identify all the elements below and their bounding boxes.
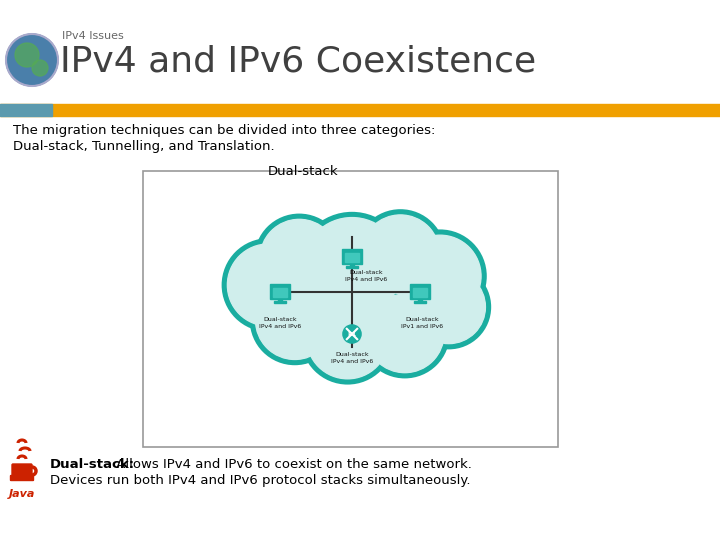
Bar: [279, 299, 282, 302]
FancyBboxPatch shape: [11, 476, 34, 481]
Circle shape: [304, 294, 392, 382]
Text: Dual-stack, Tunnelling, and Translation.: Dual-stack, Tunnelling, and Translation.: [13, 140, 274, 153]
Bar: [410, 284, 431, 299]
Circle shape: [363, 291, 447, 376]
Bar: [413, 288, 427, 297]
Circle shape: [6, 34, 58, 86]
Bar: [0, 0, 720, 110]
FancyBboxPatch shape: [12, 464, 32, 478]
Text: IPv4 and IPv6 Coexistence: IPv4 and IPv6 Coexistence: [60, 44, 536, 78]
Circle shape: [307, 297, 389, 379]
Text: IPv4 and IPv6: IPv4 and IPv6: [345, 277, 387, 282]
Text: R1: R1: [347, 332, 356, 337]
Text: Dual-stack: Dual-stack: [264, 317, 297, 322]
Text: IPv4 Issues: IPv4 Issues: [62, 31, 124, 41]
Bar: [0, 104, 720, 116]
Text: Dual-stack: Dual-stack: [349, 270, 383, 275]
Circle shape: [300, 214, 405, 320]
Circle shape: [260, 219, 338, 298]
Circle shape: [32, 60, 48, 76]
Circle shape: [257, 217, 341, 301]
Text: IPv4 and IPv6: IPv4 and IPv6: [259, 324, 301, 329]
Text: Dual-stack: Dual-stack: [405, 317, 438, 322]
Circle shape: [253, 278, 337, 362]
Text: Devices run both IPv4 and IPv6 protocol stacks simultaneously.: Devices run both IPv4 and IPv6 protocol …: [50, 474, 470, 487]
Bar: [345, 253, 359, 262]
Circle shape: [343, 325, 361, 343]
Text: Allows IPv4 and IPv6 to coexist on the same network.: Allows IPv4 and IPv6 to coexist on the s…: [112, 458, 472, 471]
Bar: [414, 301, 426, 303]
Bar: [341, 249, 362, 265]
Circle shape: [409, 267, 488, 347]
Bar: [274, 301, 286, 303]
Text: Dual-stack: Dual-stack: [336, 352, 369, 357]
Circle shape: [15, 43, 39, 67]
Text: The migration techniques can be divided into three categories:: The migration techniques can be divided …: [13, 124, 436, 137]
Circle shape: [361, 215, 440, 293]
Bar: [346, 266, 358, 268]
Bar: [0, 104, 52, 116]
Text: IPv1 and IPv6: IPv1 and IPv6: [401, 324, 443, 329]
Text: Java: Java: [9, 489, 35, 499]
Circle shape: [396, 232, 484, 320]
Bar: [418, 299, 422, 302]
Circle shape: [399, 235, 481, 317]
Text: Dual-stack: Dual-stack: [268, 165, 338, 178]
Bar: [269, 284, 290, 299]
Circle shape: [358, 212, 443, 296]
Bar: [273, 288, 287, 297]
Circle shape: [225, 241, 312, 329]
Circle shape: [302, 218, 402, 317]
Circle shape: [228, 244, 310, 326]
Bar: [143, 171, 558, 447]
Circle shape: [412, 271, 485, 343]
Circle shape: [366, 294, 444, 373]
Circle shape: [256, 281, 334, 360]
Text: IPv4 and IPv6: IPv4 and IPv6: [331, 359, 373, 364]
Text: Dual-stack:: Dual-stack:: [50, 458, 135, 471]
Bar: [351, 264, 354, 267]
